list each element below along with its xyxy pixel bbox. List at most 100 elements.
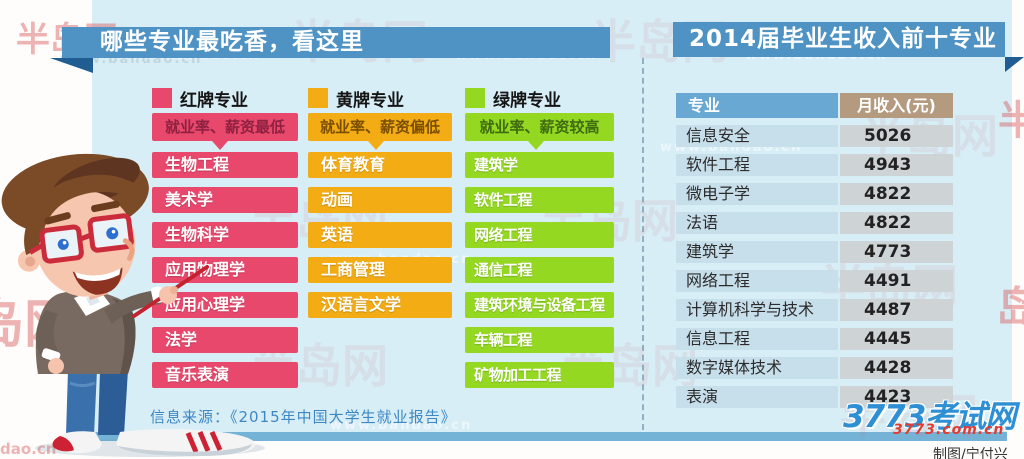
major-bar: 工商管理 [308, 257, 452, 283]
income-table: 专业 月收入(元) 信息安全 5026 软件工程 4943 微电子学 4822 … [676, 93, 1006, 408]
major-cell: 法语 [676, 212, 838, 234]
table-row: 计算机科学与技术 4487 [676, 299, 1006, 321]
thumb [170, 286, 178, 294]
nose [122, 238, 135, 261]
income-cell: 4445 [840, 328, 953, 350]
site-logo-url: 3773.com.cn [893, 422, 1005, 438]
legend-yellow: 黄牌专业 [308, 87, 404, 111]
major-bar: 建筑学 [465, 152, 614, 178]
major-cell: 软件工程 [676, 154, 838, 176]
teeth [74, 268, 121, 281]
sweater-shade [112, 298, 136, 374]
right-shoe-stripes [185, 430, 223, 453]
eyebrow-right [91, 200, 120, 213]
cartoon-presenter [1, 153, 265, 457]
major-cell: 计算机科学与技术 [676, 299, 838, 321]
right-arm [104, 290, 161, 324]
major-bar: 美术学 [152, 187, 298, 213]
income-cell: 4822 [840, 183, 953, 205]
legend-red: 红牌专业 [152, 87, 248, 111]
shoe-sole [118, 444, 252, 456]
major-bar: 通信工程 [465, 257, 614, 283]
table-header-row: 专业 月收入(元) [676, 93, 1006, 118]
income-cell: 4423 [840, 386, 953, 408]
table-row: 建筑学 4773 [676, 241, 1006, 263]
yellow-majors-column: 体育教育 动画 英语 工商管理 汉语言文学 [308, 152, 452, 318]
income-cell: 4428 [840, 357, 953, 379]
legend-label: 红牌专业 [180, 90, 248, 111]
major-bar: 生物工程 [152, 152, 298, 178]
chip-tail [368, 141, 384, 150]
yellow-subtitle-chip: 就业率、薪资偏低 [308, 113, 452, 141]
income-cell: 4491 [840, 270, 953, 292]
table-row: 表演 4423 [676, 386, 1006, 408]
major-bar: 汉语言文学 [308, 292, 452, 318]
right-ribbon-fold [1005, 57, 1024, 72]
left-shoe-accent [52, 436, 74, 452]
table-row: 法语 4822 [676, 212, 1006, 234]
hair-sides [24, 174, 142, 255]
panel-divider [642, 58, 644, 430]
right-panel-title: 2014届毕业生收入前十专业 [673, 22, 1005, 57]
income-cell: 4943 [840, 154, 953, 176]
table-row: 微电子学 4822 [676, 183, 1006, 205]
major-bar: 动画 [308, 187, 452, 213]
income-cell: 5026 [840, 125, 953, 147]
red-subtitle-chip: 就业率、薪资最低 [152, 113, 298, 141]
major-cell: 网络工程 [676, 270, 838, 292]
income-cell: 4487 [840, 299, 953, 321]
income-cell: 4773 [840, 241, 953, 263]
ear-inner [25, 256, 36, 267]
green-subtitle-chip: 就业率、薪资较高 [465, 113, 614, 141]
major-bar: 车辆工程 [465, 327, 614, 353]
jeans-left-leg [66, 370, 97, 435]
income-cell: 4822 [840, 212, 953, 234]
chip-tail [212, 141, 228, 150]
major-cell: 表演 [676, 386, 838, 408]
left-panel-title: 哪些专业最吃香，看这里 [62, 27, 610, 58]
major-bar: 法学 [152, 327, 298, 353]
bottom-accent-bar [95, 432, 1007, 441]
jeans-crease [69, 381, 96, 387]
table-row: 软件工程 4943 [676, 154, 1006, 176]
green-majors-column: 建筑学 软件工程 网络工程 通信工程 建筑环境与设备工程 车辆工程 矿物加工工程 [465, 152, 614, 388]
column-header-major: 专业 [676, 93, 838, 118]
major-bar: 英语 [308, 222, 452, 248]
head [1, 153, 149, 297]
major-bar: 建筑环境与设备工程 [465, 292, 614, 318]
major-bar: 音乐表演 [152, 362, 298, 388]
mouth [72, 267, 123, 295]
eyebrow-left [44, 212, 71, 225]
source-note: 信息来源：《2015年中国大学生就业报告》 [150, 408, 457, 426]
major-cell: 建筑学 [676, 241, 838, 263]
eye-right [106, 227, 119, 240]
column-header-income: 月收入(元) [840, 93, 953, 118]
red-majors-column: 生物工程 美术学 生物科学 应用物理学 应用心理学 法学 音乐表演 [152, 152, 298, 388]
chip-tail [528, 141, 544, 150]
table-row: 信息安全 5026 [676, 125, 1006, 147]
table-row: 网络工程 4491 [676, 270, 1006, 292]
table-row: 数字媒体技术 4428 [676, 357, 1006, 379]
major-bar: 体育教育 [308, 152, 452, 178]
yellow-swatch-icon [308, 88, 328, 108]
glasses-bridge [78, 232, 93, 242]
legend-label: 绿牌专业 [493, 90, 561, 111]
major-cell: 信息工程 [676, 328, 838, 350]
jeans-right-leg [98, 370, 128, 435]
left-ribbon-fold [50, 58, 93, 73]
major-cell: 数字媒体技术 [676, 357, 838, 379]
major-bar: 网络工程 [465, 222, 614, 248]
major-bar: 软件工程 [465, 187, 614, 213]
major-bar: 生物科学 [152, 222, 298, 248]
legend-green: 绿牌专业 [465, 87, 561, 111]
green-swatch-icon [465, 88, 485, 108]
site-logo: 3773考试网 [843, 399, 1016, 435]
red-swatch-icon [152, 88, 172, 108]
major-bar: 矿物加工工程 [465, 362, 614, 388]
legend-label: 黄牌专业 [336, 90, 404, 111]
left-arm [35, 310, 60, 360]
table-row: 信息工程 4445 [676, 328, 1006, 350]
major-cell: 微电子学 [676, 183, 838, 205]
left-hand [48, 358, 64, 374]
